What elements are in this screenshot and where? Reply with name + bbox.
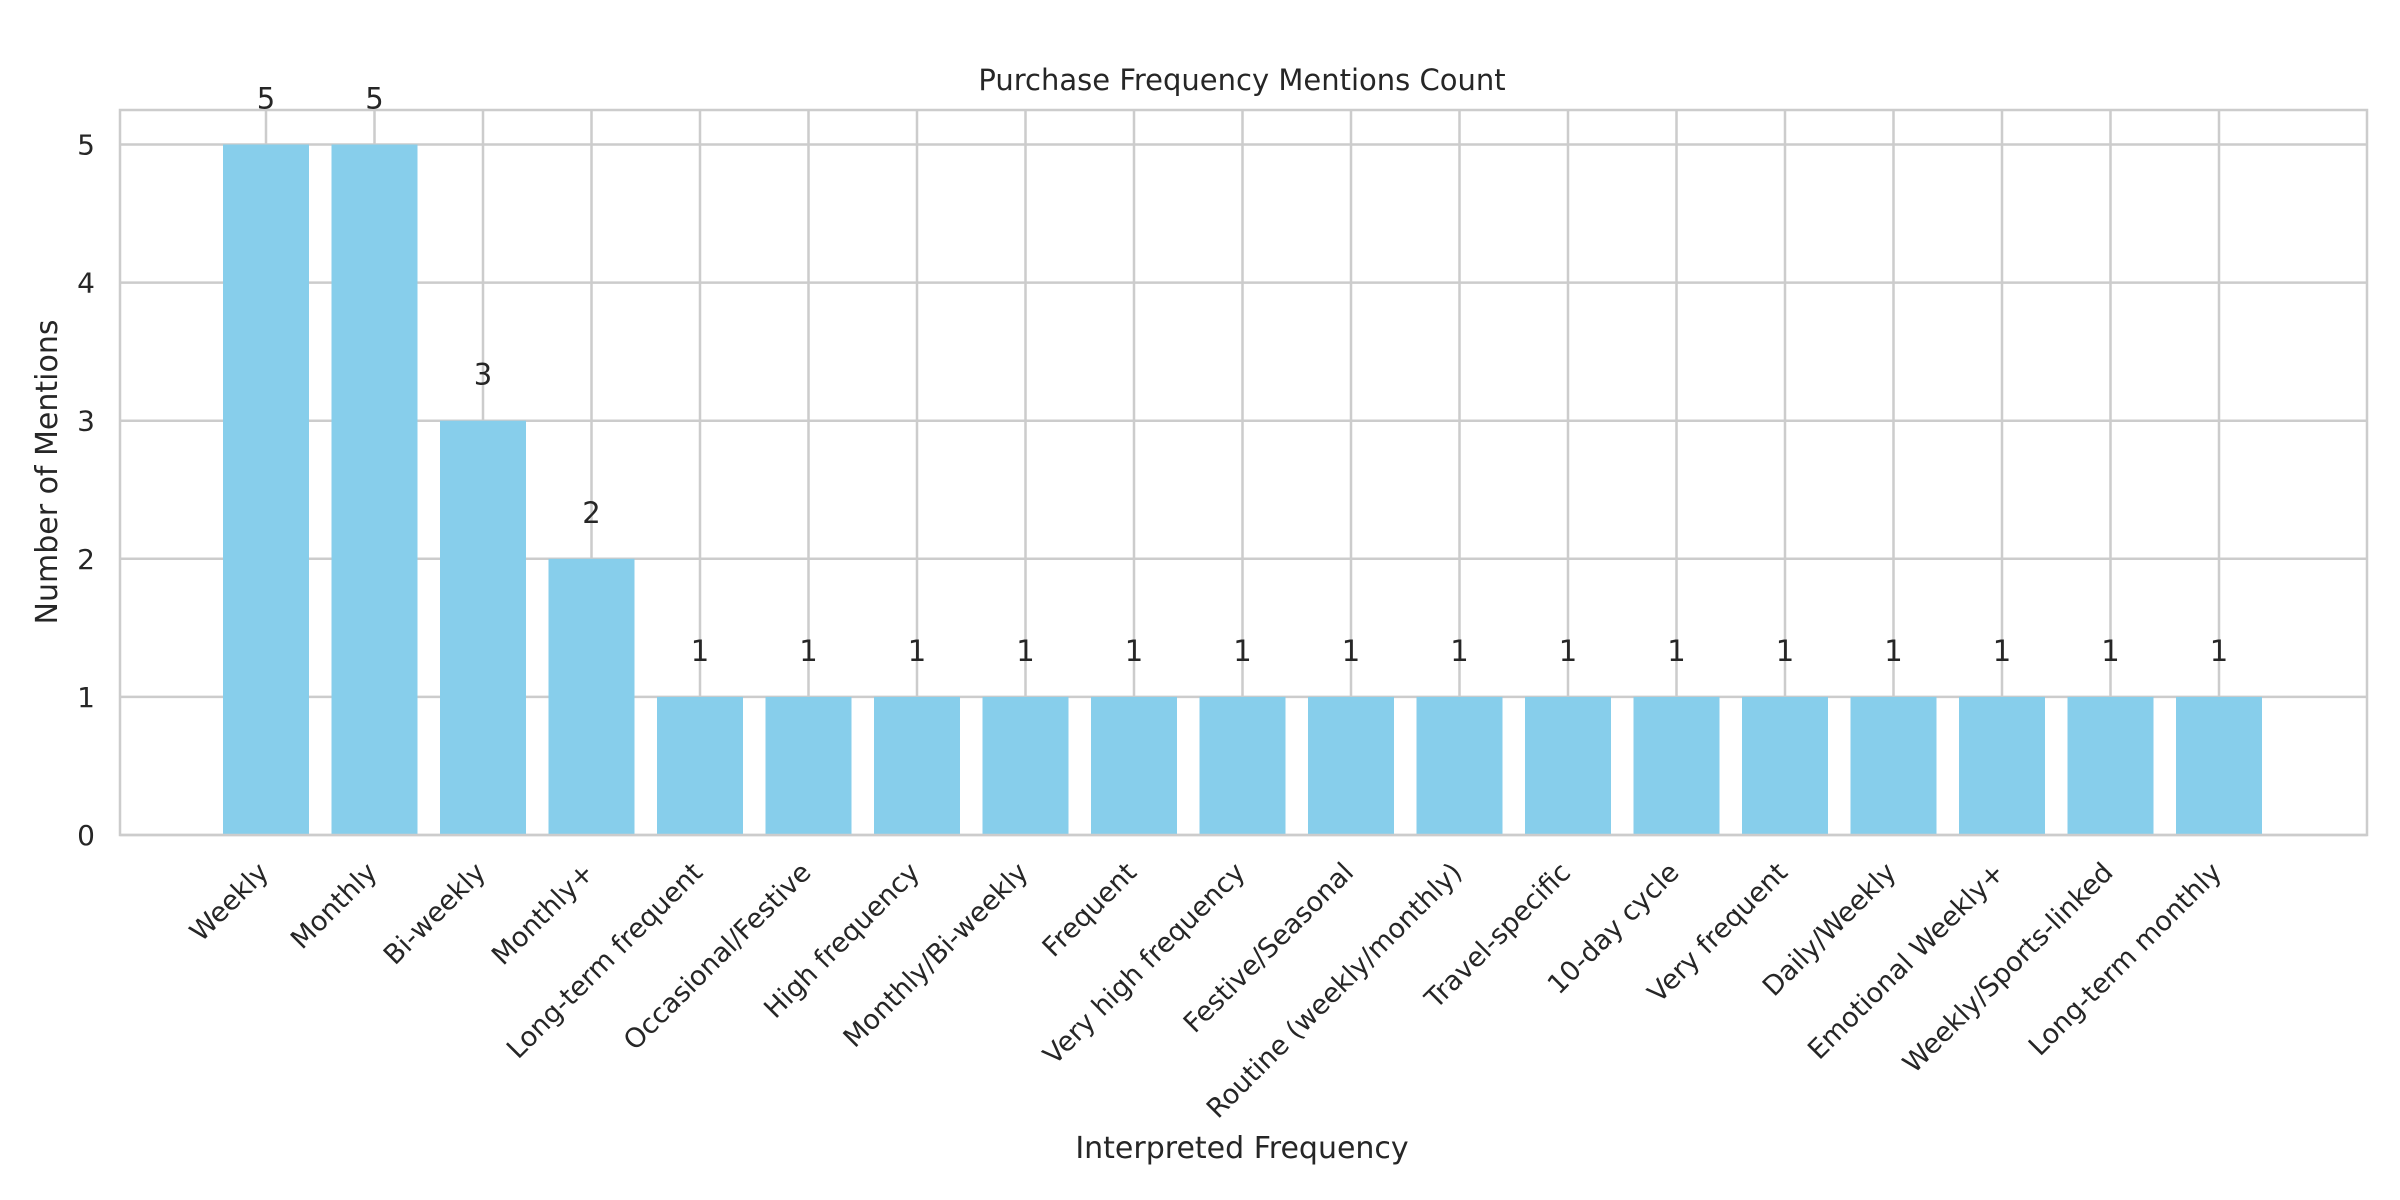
bar	[982, 696, 1069, 835]
y-tick-label: 3	[77, 405, 95, 438]
data-label: 1	[1884, 634, 1902, 668]
bar	[1416, 696, 1503, 835]
data-label: 5	[365, 82, 383, 116]
bar	[2067, 696, 2154, 835]
bar	[874, 696, 960, 835]
data-label: 3	[474, 358, 492, 392]
y-tick-label: 2	[77, 543, 95, 576]
data-label: 2	[582, 496, 600, 530]
y-tick-label: 0	[77, 819, 95, 852]
data-label: 1	[1233, 634, 1251, 668]
data-label: 1	[1342, 634, 1360, 668]
bar	[1308, 696, 1394, 835]
data-label: 1	[1776, 634, 1794, 668]
data-label: 1	[691, 634, 709, 668]
bar	[1959, 696, 2045, 835]
bar	[1850, 696, 1937, 835]
y-tick-label: 4	[77, 267, 95, 300]
bar	[1633, 696, 1720, 835]
plot-frame	[118, 108, 2369, 837]
data-label: 1	[799, 634, 817, 668]
bars	[223, 144, 2262, 835]
data-label: 1	[1993, 634, 2011, 668]
bar	[657, 696, 743, 835]
bar	[548, 558, 635, 835]
bar	[765, 696, 852, 835]
data-label: 1	[1667, 634, 1685, 668]
bar	[440, 420, 526, 835]
y-tick-labels: 0 1 2 3 4 5	[77, 129, 95, 852]
x-axis-label: Interpreted Frequency	[1075, 1131, 1408, 1166]
data-label: 5	[257, 82, 275, 116]
data-label: 1	[1125, 634, 1143, 668]
bar	[223, 144, 309, 835]
bar	[1525, 696, 1611, 835]
bar	[1091, 696, 1177, 835]
y-axis-label: Number of Mentions	[30, 320, 65, 625]
data-label: 1	[2101, 634, 2119, 668]
data-label: 1	[1450, 634, 1468, 668]
data-label: 1	[908, 634, 926, 668]
bar	[331, 144, 418, 835]
y-tick-label: 5	[77, 129, 95, 162]
y-tick-label: 1	[77, 681, 95, 714]
bar	[1742, 696, 1828, 835]
data-labels: 5 5 3 2 1 1 1 1 1 1 1 1 1 1 1 1 1 1 1	[257, 82, 2228, 668]
data-label: 1	[1016, 634, 1034, 668]
chart-title: Purchase Frequency Mentions Count	[978, 63, 1505, 97]
bar	[2176, 696, 2262, 835]
data-label: 1	[2210, 634, 2228, 668]
data-label: 1	[1559, 634, 1577, 668]
bar	[1199, 696, 1286, 835]
